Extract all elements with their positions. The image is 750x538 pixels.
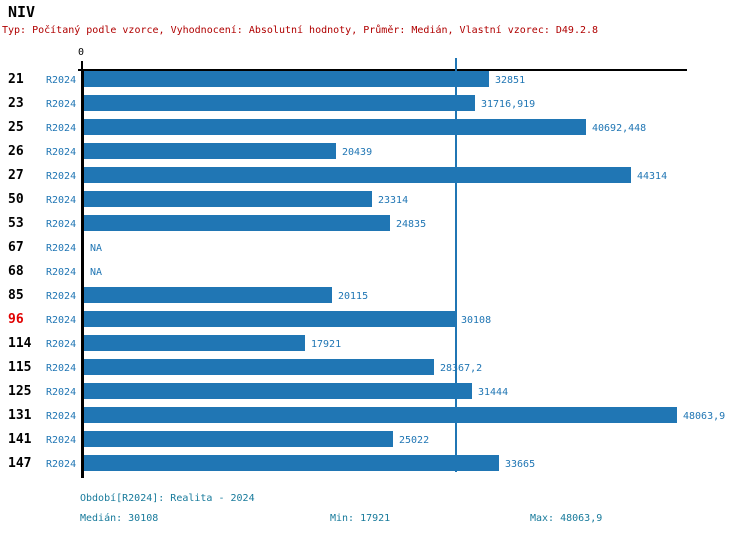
category-label[interactable]: 23 (8, 96, 24, 111)
period-label: R2024 (46, 219, 77, 230)
category-label[interactable]: 67 (8, 240, 24, 255)
category-label[interactable]: 125 (8, 384, 32, 399)
x-axis-zero-tick (81, 61, 83, 70)
bar[interactable] (84, 431, 393, 447)
bar[interactable] (84, 359, 434, 375)
table-row: 125 R2024 31444 (0, 382, 750, 406)
category-label[interactable]: 131 (8, 408, 32, 423)
period-label: R2024 (46, 147, 77, 158)
period-label: R2024 (46, 363, 77, 374)
bar[interactable] (84, 71, 489, 87)
bar[interactable] (84, 311, 455, 327)
category-label[interactable]: 141 (8, 432, 32, 447)
table-row: 115 R2024 28367,2 (0, 358, 750, 382)
category-label[interactable]: 96 (8, 312, 24, 327)
category-label[interactable]: 50 (8, 192, 24, 207)
period-label: R2024 (46, 195, 77, 206)
footer-max: Max: 48063,9 (530, 513, 603, 524)
period-label: R2024 (46, 435, 77, 446)
table-row: 141 R2024 25022 (0, 430, 750, 454)
period-label: R2024 (46, 267, 77, 278)
median-line (455, 58, 457, 472)
period-label: R2024 (46, 243, 77, 254)
value-label: 40692,448 (592, 123, 647, 134)
table-row: 23 R2024 31716,919 (0, 94, 750, 118)
category-label[interactable]: 147 (8, 456, 32, 471)
chart-rows: 21 R2024 32851 23 R2024 31716,919 25 R20… (0, 70, 750, 478)
bar[interactable] (84, 455, 499, 471)
bar[interactable] (84, 407, 677, 423)
table-row: 25 R2024 40692,448 (0, 118, 750, 142)
value-label: 31716,919 (481, 99, 536, 110)
x-axis-line (78, 69, 687, 71)
value-label: 24835 (396, 219, 427, 230)
footer-median: Medián: 30108 (80, 513, 159, 524)
footer-period: Období[R2024]: Realita - 2024 (80, 493, 255, 504)
period-label: R2024 (46, 315, 77, 326)
table-row: 85 R2024 20115 (0, 286, 750, 310)
value-label: 20115 (338, 291, 369, 302)
bar[interactable] (84, 167, 631, 183)
table-row: 114 R2024 17921 (0, 334, 750, 358)
value-label: 32851 (495, 75, 526, 86)
chart-subtitle: Typ: Počítaný podle vzorce, Vyhodnocení:… (2, 25, 599, 36)
bar[interactable] (84, 143, 336, 159)
bar[interactable] (84, 287, 332, 303)
value-label: 25022 (399, 435, 430, 446)
table-row: 50 R2024 23314 (0, 190, 750, 214)
category-label[interactable]: 68 (8, 264, 24, 279)
category-label[interactable]: 53 (8, 216, 24, 231)
value-label: 48063,9 (683, 411, 726, 422)
y-axis-line (81, 69, 84, 478)
table-row: 131 R2024 48063,9 (0, 406, 750, 430)
category-label[interactable]: 25 (8, 120, 24, 135)
footer-min: Min: 17921 (330, 513, 391, 524)
period-label: R2024 (46, 99, 77, 110)
category-label[interactable]: 21 (8, 72, 24, 87)
period-label: R2024 (46, 291, 77, 302)
table-row: 21 R2024 32851 (0, 70, 750, 94)
table-row: 68 R2024 NA (0, 262, 750, 286)
period-label: R2024 (46, 75, 77, 86)
table-row: 96 R2024 30108 (0, 310, 750, 334)
period-label: R2024 (46, 411, 77, 422)
table-row: 67 R2024 NA (0, 238, 750, 262)
value-label: 30108 (461, 315, 492, 326)
bar[interactable] (84, 191, 372, 207)
category-label[interactable]: 85 (8, 288, 24, 303)
value-label: 44314 (637, 171, 668, 182)
bar[interactable] (84, 215, 390, 231)
bar[interactable] (84, 335, 305, 351)
value-label: 31444 (478, 387, 509, 398)
bar[interactable] (84, 119, 586, 135)
value-label: NA (90, 243, 103, 254)
category-label[interactable]: 27 (8, 168, 24, 183)
period-label: R2024 (46, 171, 77, 182)
value-label: 20439 (342, 147, 373, 158)
category-label[interactable]: 114 (8, 336, 32, 351)
period-label: R2024 (46, 459, 77, 470)
page-title: NIV (8, 3, 36, 21)
bar[interactable] (84, 95, 475, 111)
period-label: R2024 (46, 339, 77, 350)
bar[interactable] (84, 383, 472, 399)
table-row: 27 R2024 44314 (0, 166, 750, 190)
table-row: 53 R2024 24835 (0, 214, 750, 238)
value-label: NA (90, 267, 103, 278)
category-label[interactable]: 26 (8, 144, 24, 159)
value-label: 17921 (311, 339, 342, 350)
value-label: 23314 (378, 195, 409, 206)
x-axis-zero-label: 0 (77, 47, 85, 58)
table-row: 26 R2024 20439 (0, 142, 750, 166)
category-label[interactable]: 115 (8, 360, 32, 375)
value-label: 33665 (505, 459, 536, 470)
period-label: R2024 (46, 387, 77, 398)
table-row: 147 R2024 33665 (0, 454, 750, 478)
value-label: 28367,2 (440, 363, 483, 374)
period-label: R2024 (46, 123, 77, 134)
